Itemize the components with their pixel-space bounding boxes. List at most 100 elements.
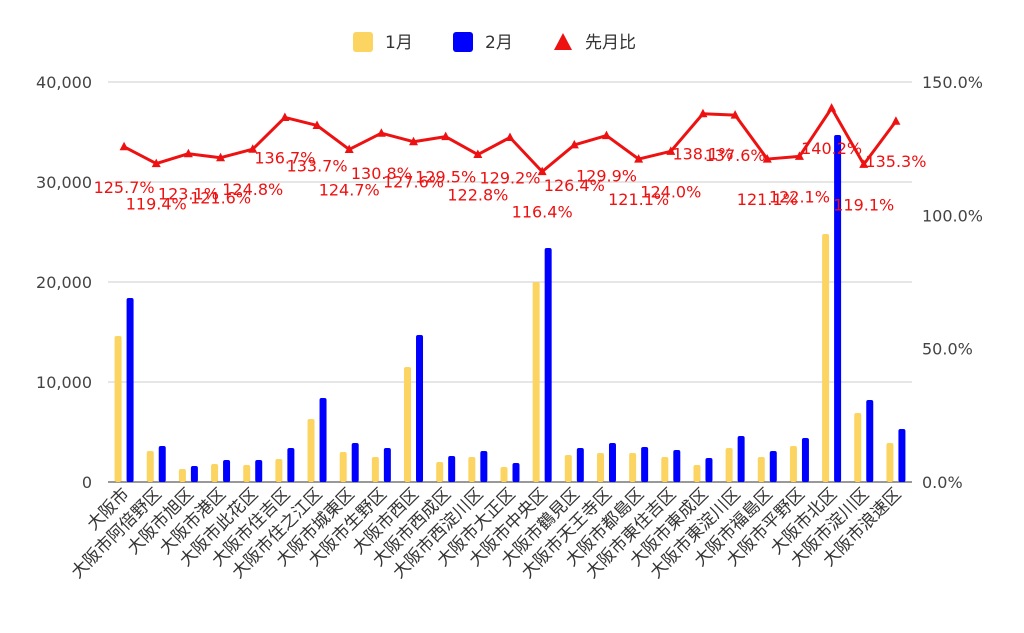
- bar-1[interactable]: [629, 453, 637, 482]
- ratio-point[interactable]: [698, 108, 708, 118]
- ratio-point[interactable]: [891, 116, 901, 125]
- bar-1[interactable]: [178, 469, 186, 482]
- bar-1[interactable]: [275, 459, 283, 482]
- ratio-point[interactable]: [794, 151, 804, 160]
- ratio-data-label: 124.0%: [640, 182, 701, 201]
- ratio-data-label: 123.1%: [158, 185, 219, 204]
- bar-2[interactable]: [641, 447, 649, 482]
- ratio-point[interactable]: [537, 166, 547, 176]
- ratio-data-label: 133.7%: [287, 156, 348, 175]
- legend-swatch: [453, 32, 473, 52]
- bar-1[interactable]: [854, 413, 862, 482]
- bar-2[interactable]: [898, 429, 906, 482]
- bar-2[interactable]: [448, 456, 456, 482]
- ratio-point[interactable]: [409, 136, 419, 146]
- ratio-point[interactable]: [280, 112, 290, 121]
- bar-1[interactable]: [146, 451, 154, 482]
- ratio-data-label: 126.4%: [544, 176, 605, 195]
- bar-2[interactable]: [544, 248, 552, 482]
- y-left-tick-label: 10,000: [36, 373, 92, 392]
- bar-2[interactable]: [576, 448, 584, 482]
- bar-2[interactable]: [416, 335, 424, 482]
- bar-1[interactable]: [500, 467, 508, 482]
- bar-2[interactable]: [866, 400, 874, 482]
- legend-label: 2月: [485, 33, 513, 53]
- bar-1[interactable]: [307, 419, 315, 482]
- bar-2[interactable]: [223, 460, 231, 482]
- y-right-tick-label: 50.0%: [922, 340, 973, 359]
- bar-2[interactable]: [190, 466, 198, 482]
- ratio-point[interactable]: [216, 152, 226, 162]
- bar-2[interactable]: [801, 438, 809, 482]
- bar-2[interactable]: [351, 443, 359, 482]
- bar-1[interactable]: [725, 448, 733, 482]
- ratio-point[interactable]: [248, 144, 258, 153]
- bar-1[interactable]: [757, 457, 765, 482]
- ratio-data-label: 124.7%: [319, 180, 380, 199]
- bar-1[interactable]: [211, 464, 219, 482]
- ratio-point[interactable]: [376, 128, 386, 137]
- legend-swatch: [353, 32, 373, 52]
- y-left-tick-label: 0: [82, 473, 92, 492]
- ratio-point[interactable]: [441, 131, 451, 141]
- bar-2[interactable]: [126, 298, 134, 482]
- bar-2[interactable]: [319, 398, 327, 482]
- y-right-tick-label: 0.0%: [922, 473, 963, 492]
- ratio-point[interactable]: [473, 149, 483, 159]
- ratio-point[interactable]: [505, 132, 515, 141]
- bar-1[interactable]: [822, 234, 830, 482]
- ratio-point[interactable]: [601, 130, 611, 140]
- line-series: [119, 103, 901, 176]
- bar-1[interactable]: [243, 465, 251, 482]
- ratio-data-label: 140.2%: [801, 139, 862, 158]
- bar-2[interactable]: [255, 460, 263, 482]
- bar-1[interactable]: [564, 455, 572, 482]
- ratio-point[interactable]: [859, 159, 869, 168]
- ratio-point[interactable]: [762, 154, 772, 163]
- bar-2[interactable]: [834, 135, 842, 482]
- ratio-point[interactable]: [183, 148, 193, 158]
- ratio-point[interactable]: [730, 110, 740, 119]
- bar-1[interactable]: [468, 457, 476, 482]
- bar-1[interactable]: [371, 457, 379, 482]
- bar-1[interactable]: [596, 453, 604, 482]
- bar-1[interactable]: [886, 443, 894, 482]
- ratio-point[interactable]: [827, 103, 837, 112]
- bar-2[interactable]: [158, 446, 166, 482]
- bar-1[interactable]: [661, 457, 669, 482]
- ratio-data-label: 135.3%: [865, 152, 926, 171]
- bar-1[interactable]: [693, 465, 701, 482]
- ratio-point[interactable]: [151, 158, 161, 168]
- bar-2[interactable]: [512, 463, 520, 482]
- bar-2[interactable]: [769, 451, 777, 482]
- ratio-point[interactable]: [119, 141, 129, 151]
- bar-series: [114, 135, 906, 482]
- legend[interactable]: 1月 2月 先月比: [353, 32, 636, 53]
- bar-1[interactable]: [532, 282, 540, 482]
- ratio-data-label: 129.5%: [415, 168, 476, 187]
- bar-2[interactable]: [705, 458, 713, 482]
- bar-2[interactable]: [737, 436, 745, 482]
- bar-2[interactable]: [673, 450, 681, 482]
- bar-2[interactable]: [480, 451, 488, 482]
- ratio-point[interactable]: [569, 139, 579, 149]
- ratio-point[interactable]: [666, 146, 676, 155]
- ratio-point[interactable]: [312, 120, 322, 129]
- ratio-point[interactable]: [344, 144, 354, 153]
- bar-1[interactable]: [339, 452, 347, 482]
- bar-2[interactable]: [383, 448, 391, 482]
- bar-2[interactable]: [287, 448, 295, 482]
- ratio-point[interactable]: [634, 154, 644, 163]
- bar-1[interactable]: [404, 367, 412, 482]
- y-left-tick-label: 20,000: [36, 273, 92, 292]
- bar-1[interactable]: [114, 336, 122, 482]
- bar-1[interactable]: [789, 446, 797, 482]
- y-right-tick-label: 150.0%: [922, 73, 983, 92]
- ratio-data-label: 129.9%: [576, 167, 637, 186]
- ratio-data-label: 137.6%: [705, 146, 766, 165]
- bar-2[interactable]: [608, 443, 616, 482]
- bar-1[interactable]: [436, 462, 444, 482]
- legend-label: 先月比: [585, 33, 636, 53]
- ratio-data-label: 129.2%: [479, 168, 540, 187]
